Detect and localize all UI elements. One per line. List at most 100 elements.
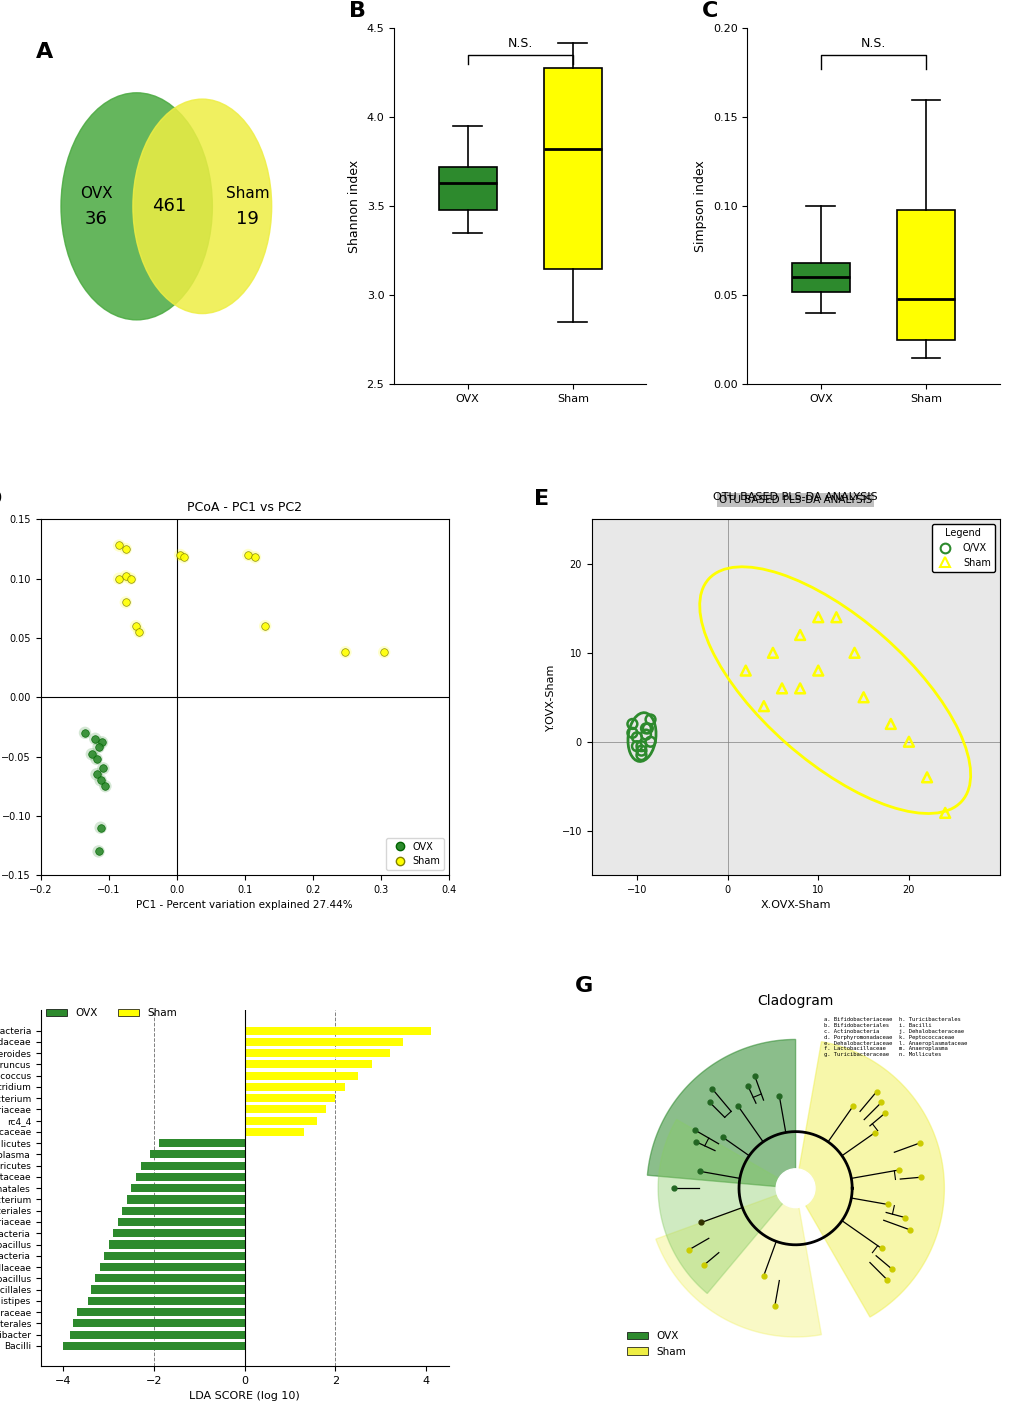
Bar [150,1150,245,1158]
Point [89,747,105,770]
Y-axis label: Y.OVX-Sham: Y.OVX-Sham [545,663,555,731]
Point [76,721,93,744]
Point [93,817,109,840]
Point [122,568,139,591]
Point [737,659,753,682]
Point [95,757,111,780]
Point [91,736,107,758]
Text: 36: 36 [85,211,108,228]
Text: OTU BASED PLS-DA ANALYSIS: OTU BASED PLS-DA ANALYSIS [718,495,871,505]
Polygon shape [795,1042,944,1318]
Legend: OVX, Sham: OVX, Sham [46,1009,177,1019]
Point [764,642,781,665]
Bar [95,1274,245,1282]
Legend: O/VX, Sham: O/VX, Sham [931,524,994,572]
Point [111,568,127,591]
Point [791,677,807,700]
X-axis label: PC1 - Percent variation explained 27.44%: PC1 - Percent variation explained 27.44% [137,901,353,911]
Point [117,565,133,588]
Point [122,568,139,591]
Point [111,568,127,591]
Bar [245,1037,404,1046]
Point [117,591,133,613]
Text: N.S.: N.S. [860,37,886,50]
Point [76,721,93,744]
Text: 461: 461 [152,198,186,215]
Bar [118,1218,245,1227]
Bar [63,1342,245,1350]
Bar [136,1173,245,1181]
Y-axis label: Simpson index: Simpson index [694,161,706,252]
Bar [245,1026,430,1035]
Point [846,642,862,665]
Polygon shape [655,1188,820,1338]
Bar [245,1072,358,1080]
Point [639,717,655,740]
Point [247,546,263,569]
Text: OVX: OVX [79,186,112,201]
Bar [113,1229,245,1238]
Point [337,640,354,663]
Bar [126,1195,245,1204]
Bar [245,1106,326,1113]
Point [87,727,103,750]
Text: Sham: Sham [225,186,269,201]
Point [84,743,100,766]
Text: h. Turicibacterales
i. Bacilli
j. Dehalobacteraceae
k. Peptococcaceae
l. Anaerop: h. Turicibacterales i. Bacilli j. Dehalo… [898,1017,966,1057]
Bar [104,1252,245,1259]
Ellipse shape [61,92,212,320]
Polygon shape [647,1039,795,1188]
Point [91,840,107,862]
Circle shape [775,1168,814,1208]
Point [633,734,649,757]
Point [131,620,148,643]
Title: Cladogram: Cladogram [757,993,833,1007]
Bar [70,1331,245,1339]
Point [809,659,825,682]
X-axis label: X.OVX-Sham: X.OVX-Sham [759,901,830,911]
Bar [245,1094,335,1103]
Point [773,677,790,700]
Point [628,726,644,748]
Point [918,766,934,788]
Text: G: G [575,976,593,996]
Bar [159,1138,245,1147]
Point [117,591,133,613]
Point [637,723,653,746]
Point [257,615,273,638]
Point [755,694,771,717]
Point [94,731,110,754]
Point [95,757,111,780]
Point [131,620,148,643]
Bar [122,1207,245,1215]
Bar [109,1241,245,1248]
Point [624,721,640,744]
Point [628,734,644,757]
Point [97,774,113,797]
Point [172,544,189,566]
Point [89,763,105,785]
Text: a. Bifidobacteriaceae
b. Bifidobacteriales
c. Actinobacteria
d. Porphyromonadace: a. Bifidobacteriaceae b. Bifidobacterial… [823,1017,892,1057]
PathPatch shape [543,67,601,269]
Point [117,565,133,588]
Bar [131,1184,245,1192]
Bar [245,1128,304,1136]
Point [239,544,256,566]
Point [117,538,133,561]
Point [633,744,649,767]
Point [642,730,658,753]
PathPatch shape [791,263,849,292]
Point [624,713,640,736]
Text: E: E [534,488,549,508]
Bar [141,1161,245,1170]
Point [337,640,354,663]
Point [111,534,127,556]
Point [93,817,109,840]
Legend: OVX, Sham: OVX, Sham [623,1328,690,1360]
Point [376,640,392,663]
Point [791,623,807,646]
Bar [245,1117,317,1124]
Point [247,546,263,569]
Bar [245,1083,344,1091]
Y-axis label: Shannon index: Shannon index [347,159,361,253]
